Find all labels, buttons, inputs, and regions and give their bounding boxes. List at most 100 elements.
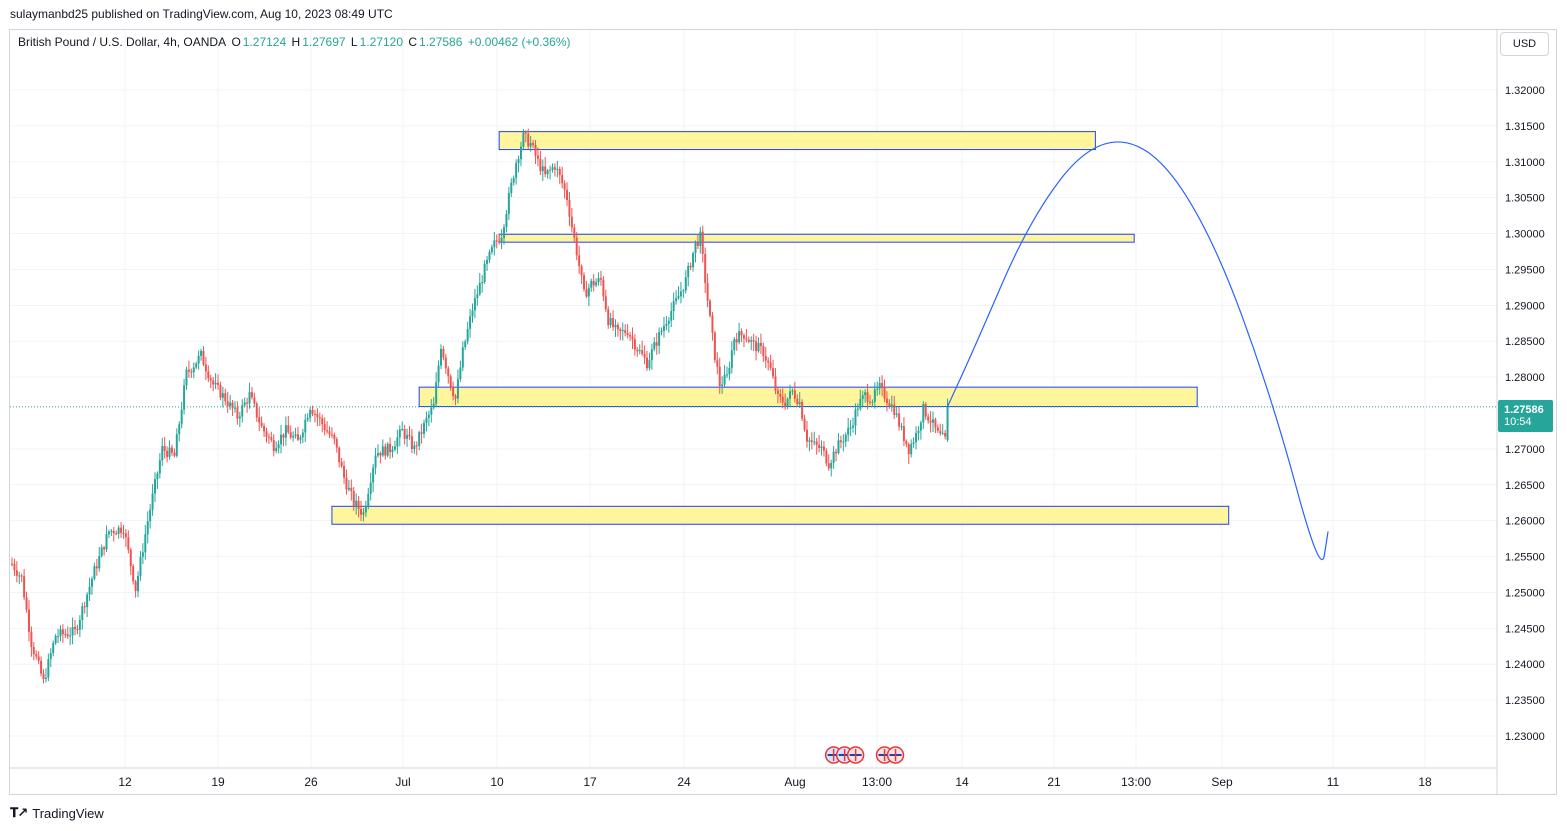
candle-body bbox=[941, 432, 944, 434]
candle-body bbox=[321, 418, 324, 425]
price-axis: 1.32000 1.31500 1.31000 1.30500 1.30000 1.295… bbox=[1496, 30, 1545, 795]
candle-body bbox=[355, 500, 358, 506]
candle-body bbox=[604, 296, 607, 310]
candle-body bbox=[646, 357, 649, 369]
candle-body bbox=[367, 493, 370, 506]
candle-body bbox=[81, 606, 84, 620]
candle-body bbox=[243, 402, 246, 406]
candle-body bbox=[677, 296, 680, 299]
candle-body bbox=[764, 356, 767, 361]
candle-body bbox=[687, 265, 690, 278]
candle-body bbox=[730, 350, 733, 369]
candle-body bbox=[553, 167, 556, 170]
candle-body bbox=[740, 331, 743, 336]
brand-name: TradingView bbox=[32, 805, 104, 821]
candle-body bbox=[912, 442, 915, 444]
candle-body bbox=[304, 419, 307, 433]
candle-body bbox=[830, 462, 833, 469]
candle-body bbox=[507, 193, 510, 214]
candle-body bbox=[934, 419, 937, 428]
candle-body bbox=[78, 619, 81, 630]
candle-body bbox=[335, 439, 338, 448]
candle-body bbox=[682, 290, 685, 292]
candle-body bbox=[398, 429, 401, 438]
candle-body bbox=[144, 534, 147, 553]
candle-body bbox=[805, 429, 808, 442]
candle-body bbox=[704, 253, 707, 284]
candle-body bbox=[103, 547, 106, 550]
candle-body bbox=[406, 435, 409, 439]
candle-body bbox=[306, 417, 309, 420]
candle-body bbox=[250, 392, 253, 398]
support-resistance-zone bbox=[498, 131, 1096, 151]
candle-body bbox=[333, 434, 336, 440]
candle-body bbox=[917, 430, 920, 433]
candle-body bbox=[272, 439, 275, 452]
candle-body bbox=[57, 636, 60, 638]
candle-body bbox=[139, 556, 142, 576]
candle-body bbox=[861, 395, 864, 400]
low-value: 1.27120 bbox=[359, 35, 403, 49]
candle-body bbox=[23, 576, 26, 598]
time-tick-label: 12 bbox=[118, 775, 132, 789]
candle-body bbox=[386, 443, 389, 456]
price-tick-label: 1.25500 bbox=[1505, 552, 1545, 564]
candle-body bbox=[711, 315, 714, 333]
candle-body bbox=[486, 259, 489, 264]
candle-body bbox=[141, 552, 144, 557]
candle-body bbox=[374, 455, 377, 468]
candle-body bbox=[427, 414, 430, 418]
time-tick-label: 19 bbox=[211, 775, 225, 789]
candle-body bbox=[233, 407, 236, 409]
candle-body bbox=[738, 331, 741, 343]
tradingview-brand[interactable]: 𝐓↗ TradingView bbox=[10, 805, 104, 821]
candle-body bbox=[786, 398, 789, 407]
candle-body bbox=[267, 436, 270, 438]
candle-body bbox=[265, 431, 268, 437]
candle-body bbox=[95, 566, 98, 569]
candle-body bbox=[280, 434, 283, 445]
candle-body bbox=[292, 435, 295, 438]
candle-body bbox=[226, 401, 229, 407]
candle-body bbox=[277, 444, 280, 449]
candle-body bbox=[166, 450, 169, 457]
price-tick-label: 1.30500 bbox=[1505, 193, 1545, 205]
candle-body bbox=[820, 446, 823, 449]
candle-body bbox=[694, 242, 697, 254]
candle-body bbox=[432, 403, 435, 408]
price-tick-label: 1.31500 bbox=[1505, 121, 1545, 133]
candle-body bbox=[924, 404, 927, 417]
candle-body bbox=[146, 521, 149, 535]
candle-body bbox=[435, 382, 438, 404]
candle-body bbox=[464, 341, 467, 348]
candle-body bbox=[776, 390, 779, 394]
price-tick-label: 1.23500 bbox=[1505, 695, 1545, 707]
close-value: 1.27586 bbox=[419, 35, 463, 49]
candle-body bbox=[71, 626, 74, 636]
candle-body bbox=[423, 422, 426, 434]
candle-body bbox=[466, 328, 469, 342]
candle-body bbox=[115, 533, 118, 535]
candle-body bbox=[447, 368, 450, 377]
candle-body bbox=[675, 298, 678, 302]
candle-body bbox=[396, 437, 399, 447]
candle-body bbox=[263, 426, 266, 432]
price-tick-label: 1.28000 bbox=[1505, 372, 1545, 384]
currency-button[interactable]: USD bbox=[1500, 32, 1549, 56]
candle-body bbox=[827, 463, 830, 469]
candle-body bbox=[372, 467, 375, 483]
candle-body bbox=[769, 362, 772, 369]
price-tick-label: 1.29500 bbox=[1505, 264, 1545, 276]
candle-body bbox=[173, 452, 176, 456]
candle-body bbox=[66, 634, 69, 637]
candle-body bbox=[437, 365, 440, 383]
candle-body bbox=[11, 563, 13, 565]
projection-path bbox=[947, 141, 1329, 561]
candle-body bbox=[544, 166, 547, 175]
candle-body bbox=[107, 531, 110, 535]
candle-body bbox=[260, 422, 263, 427]
candle-body bbox=[100, 547, 103, 556]
candle-body bbox=[665, 323, 668, 326]
candle-body bbox=[430, 407, 433, 415]
